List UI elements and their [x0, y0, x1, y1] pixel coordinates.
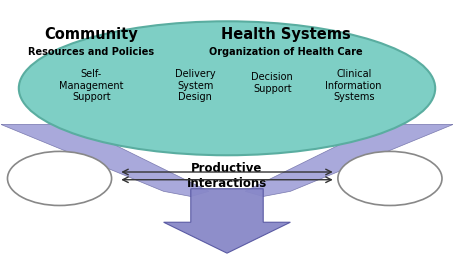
Ellipse shape [338, 152, 442, 205]
Text: Organization of Health Care: Organization of Health Care [209, 47, 363, 57]
Text: Community: Community [44, 27, 138, 42]
Polygon shape [1, 124, 209, 197]
Text: Productive
Interactions: Productive Interactions [187, 162, 267, 190]
Text: Health Systems: Health Systems [221, 27, 350, 42]
Text: Resources and Policies: Resources and Policies [28, 47, 154, 57]
Text: Prepared,
Proactive
Practice Team: Prepared, Proactive Practice Team [349, 162, 431, 195]
Ellipse shape [19, 21, 435, 155]
Text: Informed,
Activated
Patient: Informed, Activated Patient [31, 162, 89, 195]
Text: Delivery
System
Design: Delivery System Design [175, 69, 216, 102]
Polygon shape [245, 124, 453, 197]
Text: Clinical
Information
Systems: Clinical Information Systems [326, 69, 382, 102]
Ellipse shape [7, 152, 112, 205]
Polygon shape [163, 189, 291, 253]
Text: Self-
Management
Support: Self- Management Support [59, 69, 123, 102]
Text: Decision
Support: Decision Support [252, 72, 293, 94]
